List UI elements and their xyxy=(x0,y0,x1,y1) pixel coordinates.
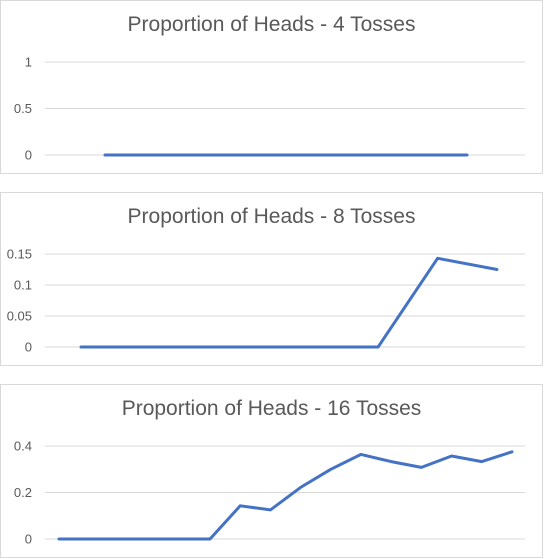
y-tick-label: 1 xyxy=(25,55,32,70)
chart-plot-8-tosses: 0 0.05 0.1 0.15 xyxy=(7,247,525,355)
series-line xyxy=(57,450,514,541)
chart-plot-16-tosses: 0 0.2 0.4 xyxy=(14,439,525,547)
chart-panel-4-tosses: Proportion of Heads - 4 Tosses 0 0.5 1 xyxy=(0,0,543,174)
y-tick-label: 0 xyxy=(25,340,32,355)
y-tick-label: 0.05 xyxy=(7,309,32,324)
y-tick-label: 0.4 xyxy=(14,439,32,454)
y-tick-label: 0 xyxy=(25,148,32,163)
y-tick-label: 0 xyxy=(25,532,32,547)
chart-plot-4-tosses: 00.51 xyxy=(14,55,525,163)
chart-title: Proportion of Heads - 16 Tosses xyxy=(121,397,422,420)
y-tick-label: 0.1 xyxy=(14,278,32,293)
y-tick-label: 0.2 xyxy=(14,485,32,500)
chart-title: Proportion of Heads - 8 Tosses xyxy=(127,205,416,228)
chart-panel-16-tosses: Proportion of Heads - 16 Tosses 0 0.2 0.4 xyxy=(0,384,543,558)
chart-panel-8-tosses: Proportion of Heads - 8 Tosses 0 0.05 0.1 0… xyxy=(0,192,543,366)
y-tick-label: 0.15 xyxy=(7,247,32,262)
y-tick-label: 0.5 xyxy=(14,101,32,116)
chart-title: Proportion of Heads - 4 Tosses xyxy=(127,13,416,36)
series-line xyxy=(79,256,499,349)
